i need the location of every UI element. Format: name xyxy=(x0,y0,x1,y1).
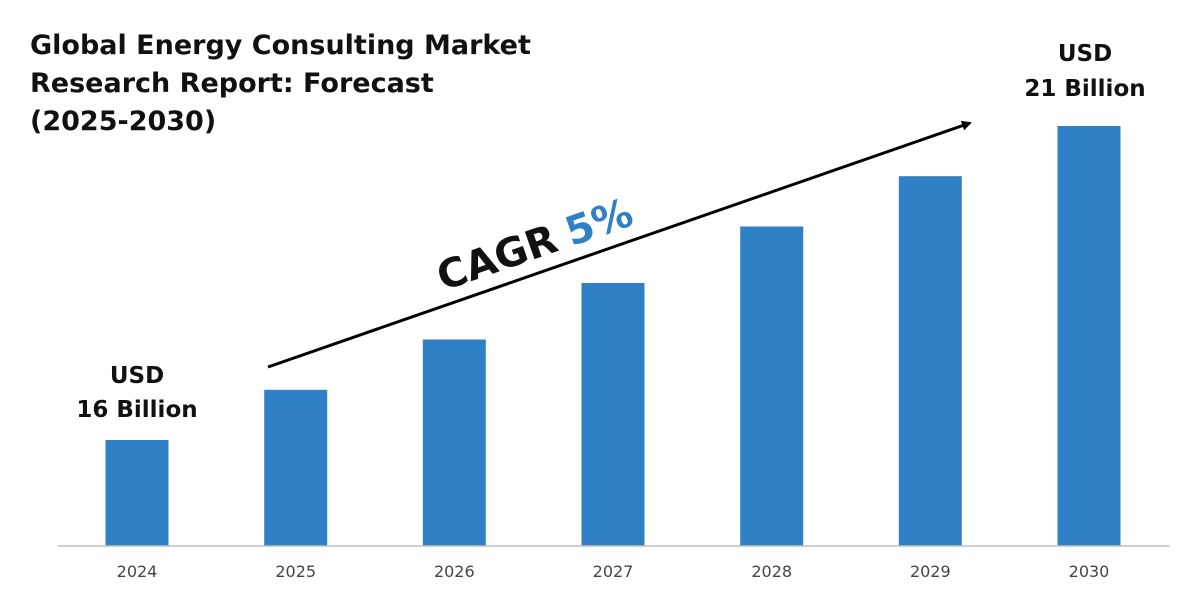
x-tick-label-2026: 2026 xyxy=(434,562,475,581)
x-tick-label-2025: 2025 xyxy=(275,562,316,581)
bar-2029 xyxy=(898,176,962,546)
chart-title-line-1: Global Energy Consulting Market xyxy=(30,30,531,61)
bar-2025 xyxy=(264,389,328,546)
bar-2026 xyxy=(422,339,486,546)
callout-start: USD 16 Billion xyxy=(76,363,197,423)
callout-end-line-1: USD xyxy=(1058,41,1112,67)
growth-arrow xyxy=(267,120,972,369)
callout-start-line-1: USD xyxy=(110,363,164,389)
bar-2028 xyxy=(740,226,804,546)
x-tick-label-2030: 2030 xyxy=(1069,562,1110,581)
chart-title-line-3: (2025-2030) xyxy=(30,106,216,137)
bar-2030 xyxy=(1057,126,1121,546)
x-tick-label-2027: 2027 xyxy=(593,562,634,581)
chart-title-line-2: Research Report: Forecast xyxy=(30,68,434,99)
x-axis-tick-labels: 2024 2025 2026 2027 2028 2029 2030 xyxy=(117,562,1110,581)
bars xyxy=(105,126,1121,546)
callout-end: USD 21 Billion xyxy=(1024,41,1145,102)
x-tick-label-2024: 2024 xyxy=(117,562,158,581)
bar-2027 xyxy=(581,283,645,546)
callout-end-line-2: 21 Billion xyxy=(1024,76,1145,102)
x-tick-label-2028: 2028 xyxy=(751,562,792,581)
bar-2024 xyxy=(105,440,169,546)
x-tick-label-2029: 2029 xyxy=(910,562,951,581)
callout-start-line-2: 16 Billion xyxy=(76,397,197,423)
cagr-value: 5% xyxy=(560,190,639,256)
chart-title: Global Energy Consulting Market Research… xyxy=(30,30,531,137)
